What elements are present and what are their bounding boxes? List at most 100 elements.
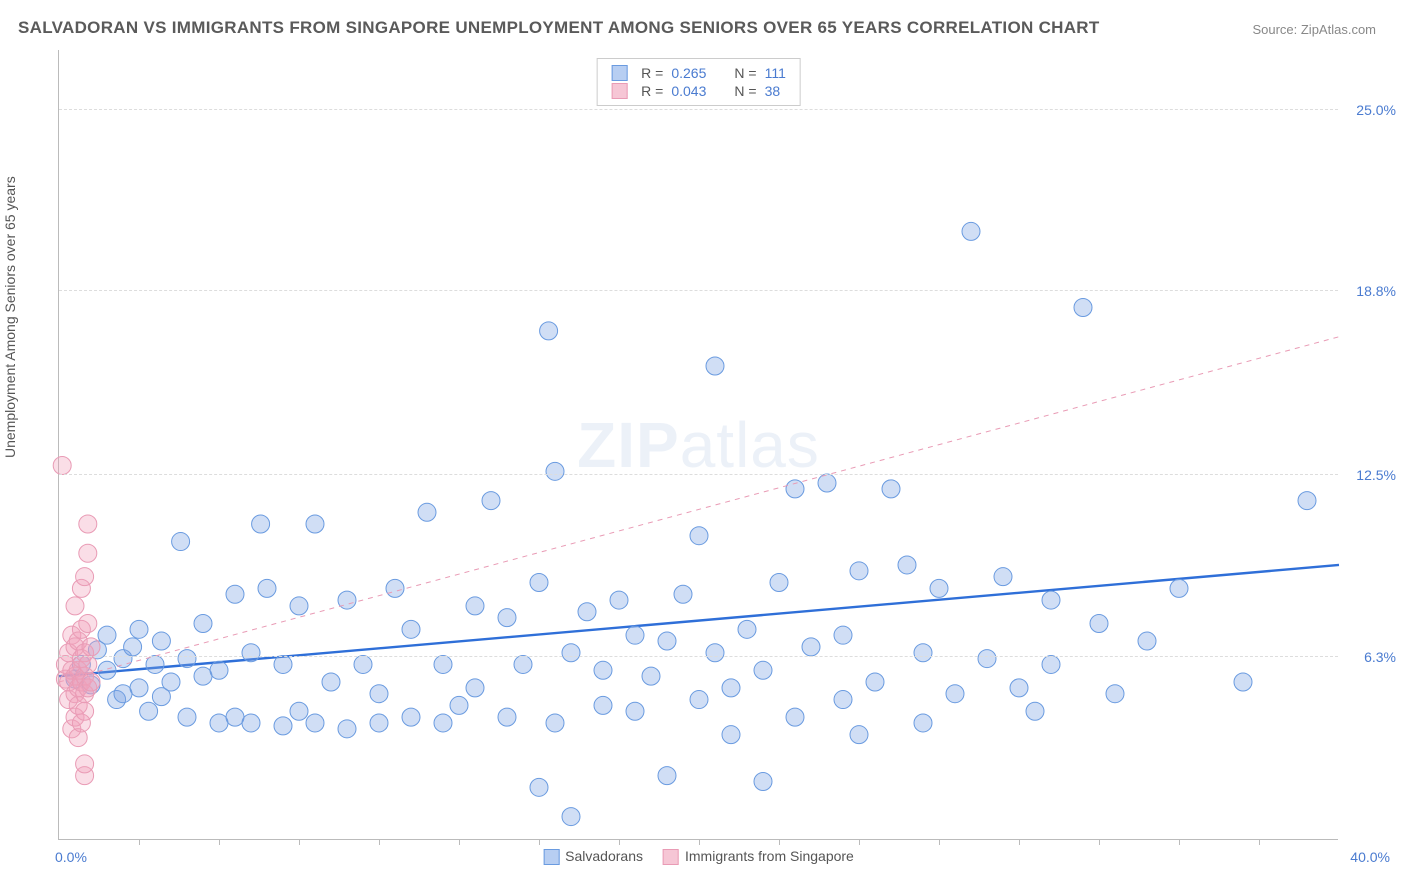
- data-point: [53, 456, 71, 474]
- x-tick: [1179, 839, 1180, 845]
- n-label: N =: [734, 83, 756, 99]
- data-point: [546, 714, 564, 732]
- x-tick: [619, 839, 620, 845]
- data-point: [530, 574, 548, 592]
- data-point: [802, 638, 820, 656]
- gridline: 12.5%: [59, 474, 1338, 475]
- data-point: [498, 708, 516, 726]
- data-point: [658, 632, 676, 650]
- n-value: 111: [765, 65, 786, 81]
- x-tick: [1259, 839, 1260, 845]
- source-label: Source: ZipAtlas.com: [1252, 22, 1376, 37]
- data-point: [626, 702, 644, 720]
- data-point: [818, 474, 836, 492]
- data-point: [290, 702, 308, 720]
- x-tick: [1019, 839, 1020, 845]
- data-point: [706, 644, 724, 662]
- data-point: [754, 661, 772, 679]
- data-point: [962, 222, 980, 240]
- data-point: [1170, 579, 1188, 597]
- gridline: 18.8%: [59, 290, 1338, 291]
- data-point: [178, 708, 196, 726]
- data-point: [482, 492, 500, 510]
- r-value: 0.265: [671, 65, 706, 81]
- data-point: [194, 667, 212, 685]
- data-point: [834, 691, 852, 709]
- data-point: [690, 527, 708, 545]
- data-point: [562, 808, 580, 826]
- x-tick: [299, 839, 300, 845]
- n-label: N =: [734, 65, 756, 81]
- x-tick: [1099, 839, 1100, 845]
- x-tick: [139, 839, 140, 845]
- data-point: [418, 503, 436, 521]
- data-point: [66, 597, 84, 615]
- data-point: [79, 614, 97, 632]
- x-tick: [539, 839, 540, 845]
- data-point: [130, 620, 148, 638]
- data-point: [306, 515, 324, 533]
- data-point: [738, 620, 756, 638]
- data-point: [674, 585, 692, 603]
- data-point: [258, 579, 276, 597]
- data-point: [434, 714, 452, 732]
- x-tick: [219, 839, 220, 845]
- y-tick-label: 12.5%: [1356, 467, 1396, 483]
- data-point: [866, 673, 884, 691]
- stats-legend-row: R = 0.265N = 111: [611, 65, 786, 81]
- data-point: [882, 480, 900, 498]
- stats-legend-row: R = 0.043N = 38: [611, 83, 786, 99]
- data-point: [834, 626, 852, 644]
- x-tick: [699, 839, 700, 845]
- data-point: [498, 609, 516, 627]
- data-point: [994, 568, 1012, 586]
- data-point: [79, 655, 97, 673]
- data-point: [114, 685, 132, 703]
- data-point: [274, 655, 292, 673]
- data-point: [946, 685, 964, 703]
- data-point: [210, 714, 228, 732]
- chart-svg: [59, 50, 1338, 839]
- y-tick-label: 18.8%: [1356, 283, 1396, 299]
- legend-label: Immigrants from Singapore: [685, 848, 854, 864]
- legend-swatch: [663, 849, 679, 865]
- data-point: [850, 562, 868, 580]
- data-point: [82, 638, 100, 656]
- data-point: [194, 614, 212, 632]
- n-value: 38: [765, 83, 781, 99]
- legend-swatch: [543, 849, 559, 865]
- data-point: [210, 661, 228, 679]
- data-point: [306, 714, 324, 732]
- data-point: [450, 696, 468, 714]
- data-point: [98, 626, 116, 644]
- data-point: [162, 673, 180, 691]
- data-point: [434, 655, 452, 673]
- data-point: [786, 480, 804, 498]
- data-point: [722, 679, 740, 697]
- data-point: [930, 579, 948, 597]
- data-point: [226, 585, 244, 603]
- data-point: [322, 673, 340, 691]
- r-label: R =: [641, 83, 663, 99]
- data-point: [252, 515, 270, 533]
- data-point: [914, 644, 932, 662]
- trend-line: [59, 337, 1339, 682]
- data-point: [140, 702, 158, 720]
- data-point: [124, 638, 142, 656]
- data-point: [242, 644, 260, 662]
- data-point: [1090, 614, 1108, 632]
- x-tick: [379, 839, 380, 845]
- data-point: [546, 462, 564, 480]
- legend-item: Immigrants from Singapore: [663, 848, 854, 865]
- data-point: [242, 714, 260, 732]
- data-point: [402, 708, 420, 726]
- gridline: 6.3%: [59, 656, 1338, 657]
- x-tick: [459, 839, 460, 845]
- data-point: [642, 667, 660, 685]
- data-point: [850, 726, 868, 744]
- data-point: [978, 650, 996, 668]
- data-point: [594, 696, 612, 714]
- data-point: [1026, 702, 1044, 720]
- data-point: [79, 515, 97, 533]
- data-point: [610, 591, 628, 609]
